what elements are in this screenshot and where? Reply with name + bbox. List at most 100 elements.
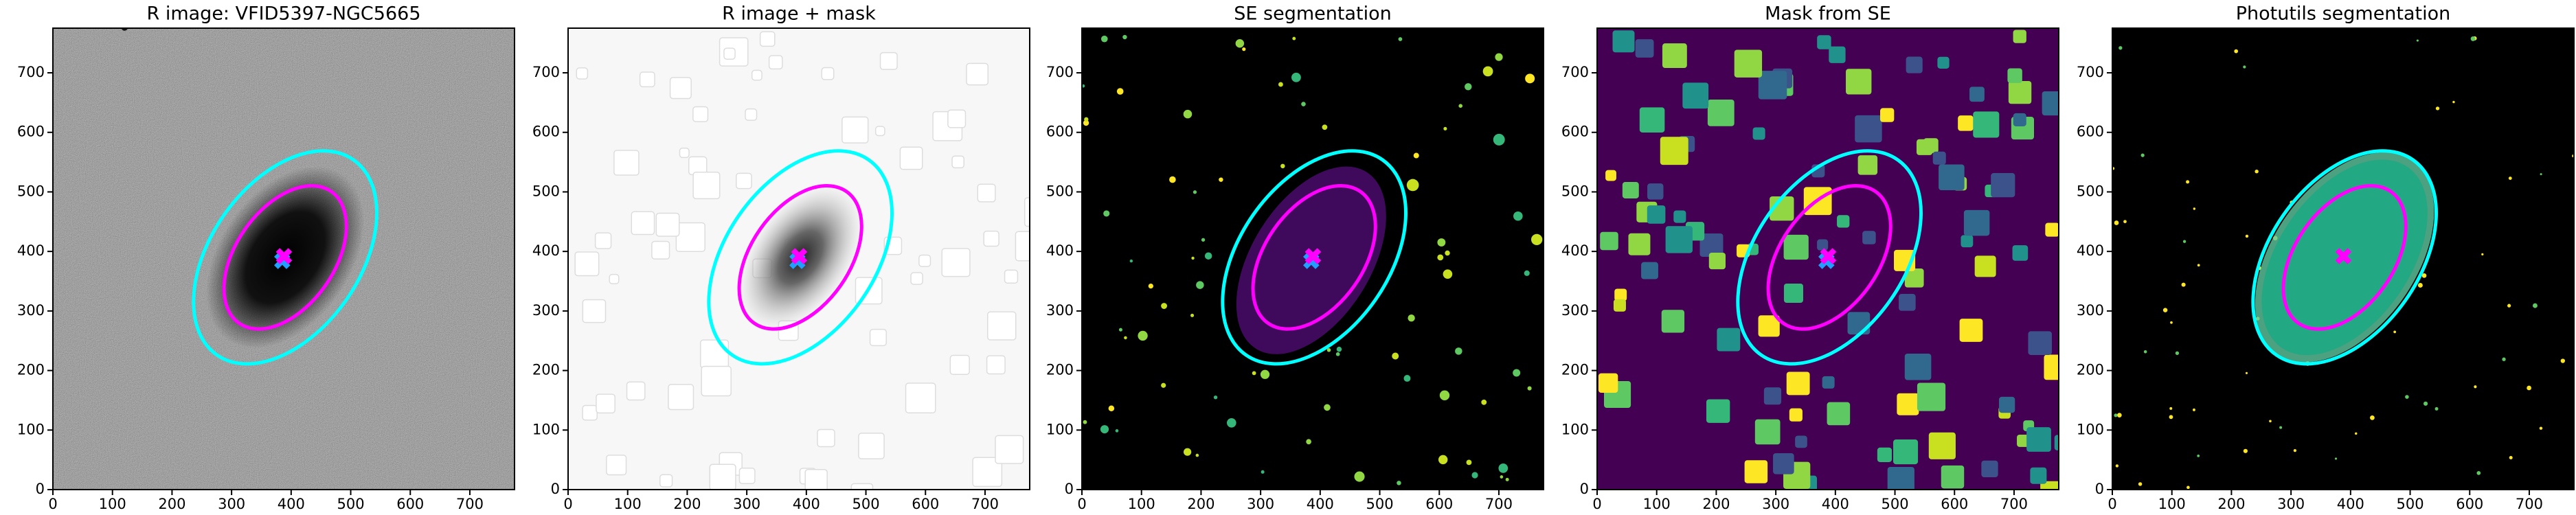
axes-frame [2112, 27, 2575, 490]
source [1213, 395, 1218, 400]
mask-patch [1981, 460, 1998, 477]
source [2116, 413, 2122, 417]
x-tick-label: 200 [2217, 496, 2245, 512]
source [2138, 482, 2143, 486]
mask-patch [1817, 35, 1831, 49]
source [1482, 66, 1493, 77]
source [1392, 352, 1399, 360]
mask-patch [596, 393, 615, 414]
source [1458, 104, 1463, 108]
source [1190, 313, 1195, 317]
source [1161, 303, 1167, 309]
source [1525, 73, 1535, 84]
ellipse [1251, 184, 1377, 331]
source [2421, 273, 2427, 278]
mask-patch [582, 299, 607, 323]
mask-patch [910, 272, 923, 285]
x-tick-label: 400 [1307, 496, 1334, 512]
source [2234, 49, 2239, 54]
x-tick-label: 200 [1187, 496, 1214, 512]
mask-patch [1880, 108, 1895, 122]
mask-patch [972, 457, 1003, 488]
source [2193, 408, 2195, 411]
mask-patch [709, 464, 736, 490]
source [2476, 471, 2481, 475]
panel: Photutils segmentation 0 100 200 300 400 500 60… [2077, 3, 2575, 512]
source [1100, 35, 1108, 43]
mask-patch [1789, 408, 1803, 422]
marker [1304, 248, 1322, 264]
mask-patch [2042, 91, 2059, 116]
ellipse [707, 149, 894, 366]
source [1335, 352, 1340, 356]
source [2434, 407, 2439, 411]
y-tick-label: 400 [1046, 242, 1074, 259]
x-tick-label: 400 [1822, 496, 1849, 512]
mask-patch [1708, 252, 1726, 270]
y-tick-label: 200 [532, 362, 560, 378]
mask-patch [1773, 453, 1794, 474]
ellipse [1221, 149, 1408, 366]
source [2539, 426, 2543, 430]
source [1513, 211, 1523, 221]
source [2245, 371, 2248, 374]
mask-patch [1682, 82, 1709, 109]
source [1443, 269, 1453, 279]
source [2424, 401, 2428, 406]
y-tick-label: 0 [2095, 481, 2104, 497]
mask-patch [1786, 371, 1810, 396]
ellipse [192, 149, 379, 366]
mask-patch [1899, 294, 1916, 311]
x-tick-label: 700 [1485, 496, 1513, 512]
mask-patch [1991, 173, 2015, 198]
mask-patch [1822, 376, 1835, 389]
y-tick-label: 700 [17, 64, 45, 80]
source [1169, 176, 1176, 183]
source [2243, 65, 2246, 69]
source [1336, 346, 1342, 352]
y-tick-label: 400 [2077, 242, 2104, 259]
x-tick-label: 700 [971, 496, 999, 512]
axes-frame [1596, 27, 2059, 490]
mask-patch [1795, 435, 1807, 448]
y-tick-label: 0 [1065, 481, 1074, 497]
source [2540, 173, 2542, 176]
y-tick-label: 400 [532, 242, 560, 259]
mask-patch [1827, 402, 1851, 426]
source [1196, 281, 1204, 289]
mask-patch [1847, 312, 1871, 335]
source [1527, 386, 1532, 391]
x-tick-label: 0 [1077, 496, 1086, 512]
mask-patch [2017, 435, 2029, 447]
mask-patch [736, 172, 752, 190]
mask-patch [983, 230, 999, 247]
mask-patch [1904, 268, 1924, 288]
panel-title: R image + mask [722, 3, 876, 25]
source [2143, 350, 2147, 354]
source [2197, 454, 2200, 457]
x-tick-label: 700 [2516, 496, 2543, 512]
mask-patch [874, 126, 885, 137]
y-tick-label: 100 [1046, 421, 1074, 437]
source [1195, 453, 1199, 457]
y-tick-label: 600 [1046, 124, 1074, 140]
y-tick-label: 0 [551, 481, 560, 497]
x-tick-label: 600 [912, 496, 939, 512]
ellipse [222, 184, 348, 331]
ellipse [2281, 184, 2408, 331]
source [2175, 351, 2180, 355]
mask-patch [899, 146, 923, 170]
source [2169, 407, 2173, 410]
x-tick-label: 0 [563, 496, 572, 512]
mask-patch [1829, 46, 1846, 63]
x-tick-label: 0 [2108, 496, 2116, 512]
mask-patch [1665, 226, 1693, 253]
source [1138, 330, 1148, 341]
mask-patch [675, 222, 705, 253]
x-tick-label: 300 [2277, 496, 2305, 512]
y-tick-label: 300 [17, 302, 45, 319]
mask-patch [1758, 71, 1787, 100]
x-tick-label: 500 [852, 496, 880, 512]
mask-patch [1734, 49, 1763, 78]
